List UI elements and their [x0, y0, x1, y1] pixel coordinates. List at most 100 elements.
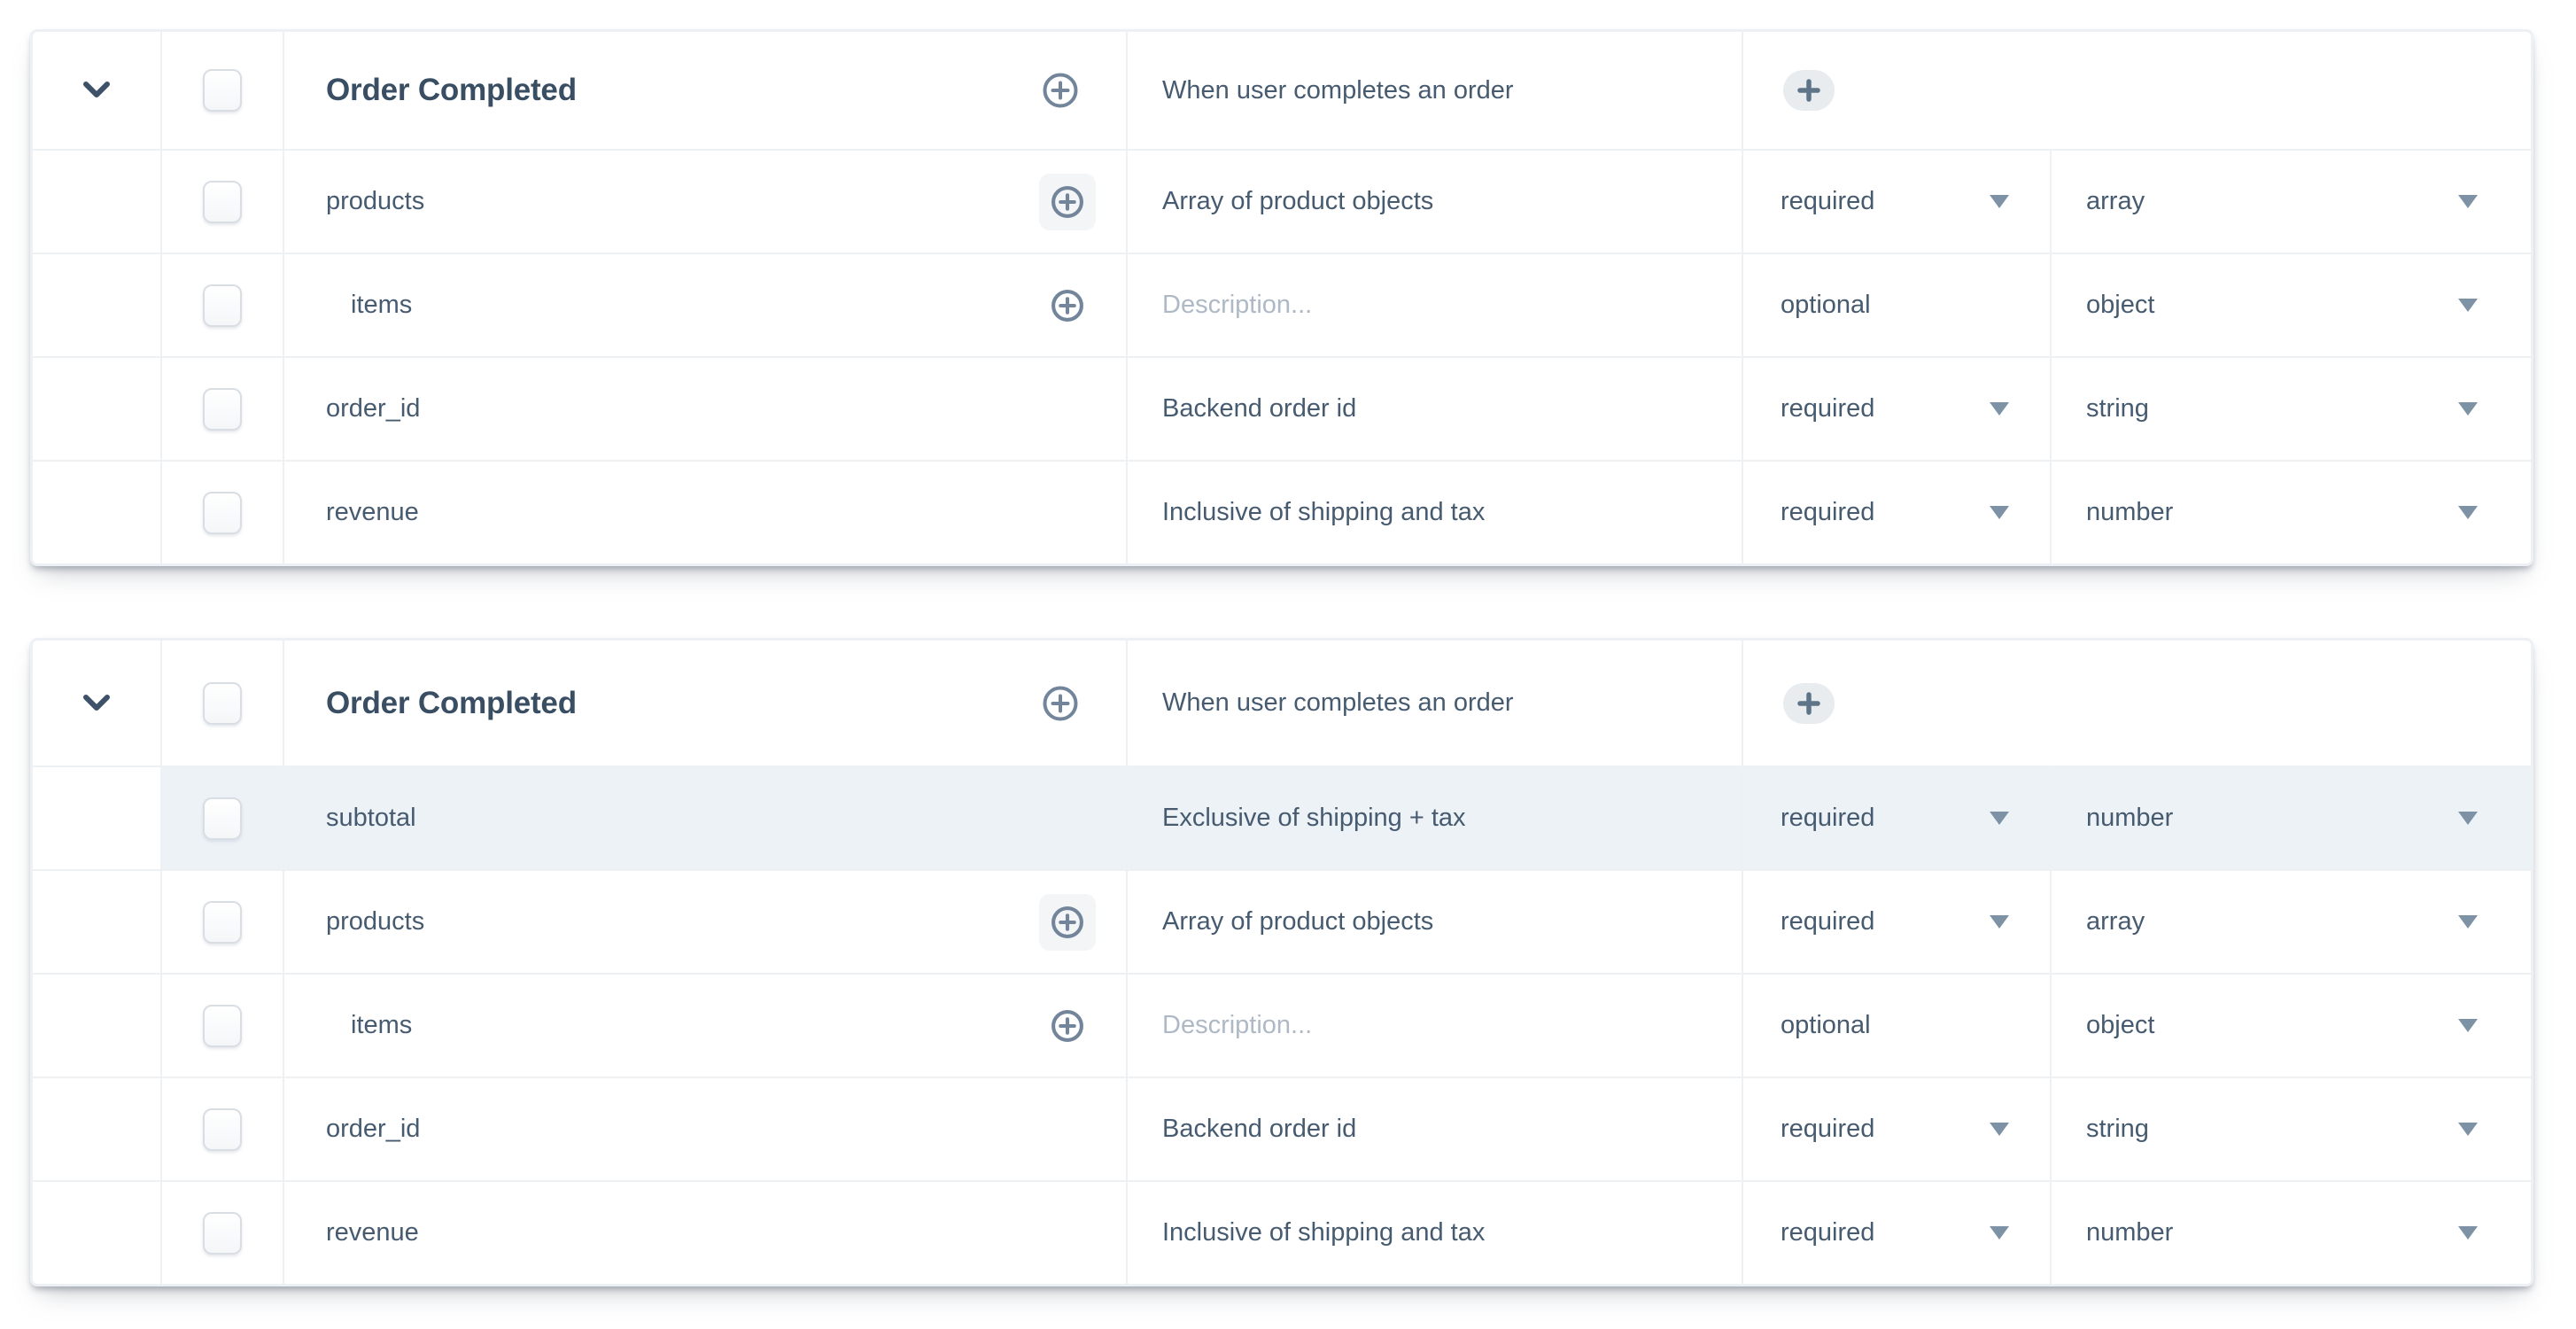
caret-down-icon [1990, 1226, 2009, 1240]
caret-down-icon [2458, 1123, 2478, 1136]
property-name-cell: products [283, 151, 1126, 253]
property-description-field[interactable]: Inclusive of shipping and tax [1162, 1218, 1486, 1247]
event-name[interactable]: Order Completed [326, 685, 577, 720]
caret-down-icon [1990, 1123, 2009, 1136]
property-description-cell: Description... [1126, 975, 1742, 1076]
type-select[interactable]: number [2050, 767, 2531, 869]
circle-plus-icon [1043, 686, 1078, 720]
required-select-value: required [1781, 804, 1875, 832]
property-description-field[interactable]: Inclusive of shipping and tax [1162, 498, 1486, 526]
property-description-field[interactable]: Array of product objects [1162, 187, 1434, 215]
property-description-field[interactable]: Backend order id [1162, 394, 1357, 423]
circle-plus-icon [1043, 73, 1078, 108]
type-select-value: number [2086, 804, 2174, 832]
plus-icon [1797, 79, 1820, 102]
property-description-cell: Array of product objects [1126, 151, 1742, 253]
required-select[interactable]: required [1742, 767, 2050, 869]
checkbox-cell [160, 358, 283, 460]
required-select[interactable]: required [1742, 462, 2050, 563]
property-description-field[interactable]: Exclusive of shipping + tax [1162, 804, 1466, 832]
required-select-value: required [1781, 394, 1875, 423]
collapse-cell [33, 32, 160, 149]
add-nested-property-button[interactable] [1049, 1007, 1086, 1045]
required-select[interactable]: optional [1742, 254, 2050, 356]
collapse-cell [33, 641, 160, 766]
property-name-field[interactable]: products [326, 907, 425, 936]
type-select[interactable]: object [2050, 254, 2531, 356]
event-description[interactable]: When user completes an order [1162, 688, 1514, 717]
required-select[interactable]: required [1742, 1078, 2050, 1180]
property-description-cell: Array of product objects [1126, 871, 1742, 973]
caret-down-icon [2458, 1226, 2478, 1240]
event-header-row: Order Completed When user completes an o… [33, 32, 2531, 149]
select-property-checkbox[interactable] [203, 284, 242, 327]
select-property-checkbox[interactable] [203, 387, 242, 431]
event-name[interactable]: Order Completed [326, 73, 577, 107]
add-nested-property-button[interactable] [1049, 287, 1086, 324]
property-name-field[interactable]: items [351, 1011, 413, 1039]
collapse-cell [33, 254, 160, 356]
property-description-placeholder[interactable]: Description... [1162, 291, 1313, 319]
type-select-value: array [2086, 907, 2145, 936]
property-row: products Array of product objects requir… [33, 869, 2531, 973]
type-select-value: string [2086, 1115, 2149, 1143]
required-select[interactable]: required [1742, 871, 2050, 973]
select-event-checkbox[interactable] [203, 69, 242, 112]
select-property-checkbox[interactable] [203, 1108, 242, 1151]
type-select[interactable]: array [2050, 871, 2531, 973]
property-name-field[interactable]: items [351, 291, 413, 319]
collapse-toggle[interactable] [70, 64, 123, 117]
type-select[interactable]: array [2050, 151, 2531, 253]
property-name-field[interactable]: revenue [326, 498, 419, 526]
property-row: revenue Inclusive of shipping and tax re… [33, 460, 2531, 563]
checkbox-cell [160, 254, 283, 356]
type-select[interactable]: object [2050, 975, 2531, 1076]
type-select[interactable]: string [2050, 1078, 2531, 1180]
add-nested-property-button[interactable] [1039, 893, 1096, 951]
type-select[interactable]: number [2050, 462, 2531, 563]
property-row: products Array of product objects requir… [33, 149, 2531, 253]
select-property-checkbox[interactable] [203, 1004, 242, 1047]
property-name-field[interactable]: products [326, 187, 425, 215]
add-label-button[interactable] [1783, 70, 1835, 111]
property-row: order_id Backend order id required strin… [33, 1076, 2531, 1180]
type-select[interactable]: number [2050, 1182, 2531, 1284]
required-select[interactable]: required [1742, 358, 2050, 460]
property-description-cell: Inclusive of shipping and tax [1126, 1182, 1742, 1284]
collapse-cell [33, 1078, 160, 1180]
property-description-cell: Inclusive of shipping and tax [1126, 462, 1742, 563]
property-name-field[interactable]: order_id [326, 394, 421, 423]
add-nested-property-button[interactable] [1039, 173, 1096, 230]
property-description-placeholder[interactable]: Description... [1162, 1011, 1313, 1039]
select-property-checkbox[interactable] [203, 491, 242, 534]
add-label-button[interactable] [1783, 682, 1835, 724]
collapse-toggle[interactable] [70, 677, 123, 730]
checkbox-cell [160, 32, 283, 149]
property-name-field[interactable]: order_id [326, 1115, 421, 1143]
property-name-field[interactable]: revenue [326, 1218, 419, 1247]
collapse-cell [33, 871, 160, 973]
add-property-button[interactable] [1041, 684, 1080, 723]
property-description-field[interactable]: Backend order id [1162, 1115, 1357, 1143]
select-property-checkbox[interactable] [203, 797, 242, 840]
required-select[interactable]: required [1742, 151, 2050, 253]
select-event-checkbox[interactable] [203, 681, 242, 725]
property-description-field[interactable]: Array of product objects [1162, 907, 1434, 936]
required-select[interactable]: required [1742, 1182, 2050, 1284]
checkbox-cell [160, 975, 283, 1076]
select-property-checkbox[interactable] [203, 900, 242, 944]
event-description-cell: When user completes an order [1126, 32, 1742, 149]
add-property-button[interactable] [1041, 71, 1080, 110]
event-schema-card: Order Completed When user completes an o… [30, 638, 2533, 1286]
event-description-cell: When user completes an order [1126, 641, 1742, 766]
select-property-checkbox[interactable] [203, 1211, 242, 1255]
collapse-cell [33, 462, 160, 563]
required-select-value: required [1781, 1218, 1875, 1247]
required-select[interactable]: optional [1742, 975, 2050, 1076]
type-select-value: string [2086, 394, 2149, 423]
property-name-field[interactable]: subtotal [326, 804, 416, 832]
type-select[interactable]: string [2050, 358, 2531, 460]
plus-icon [1797, 691, 1820, 715]
event-description[interactable]: When user completes an order [1162, 75, 1514, 105]
select-property-checkbox[interactable] [203, 180, 242, 223]
